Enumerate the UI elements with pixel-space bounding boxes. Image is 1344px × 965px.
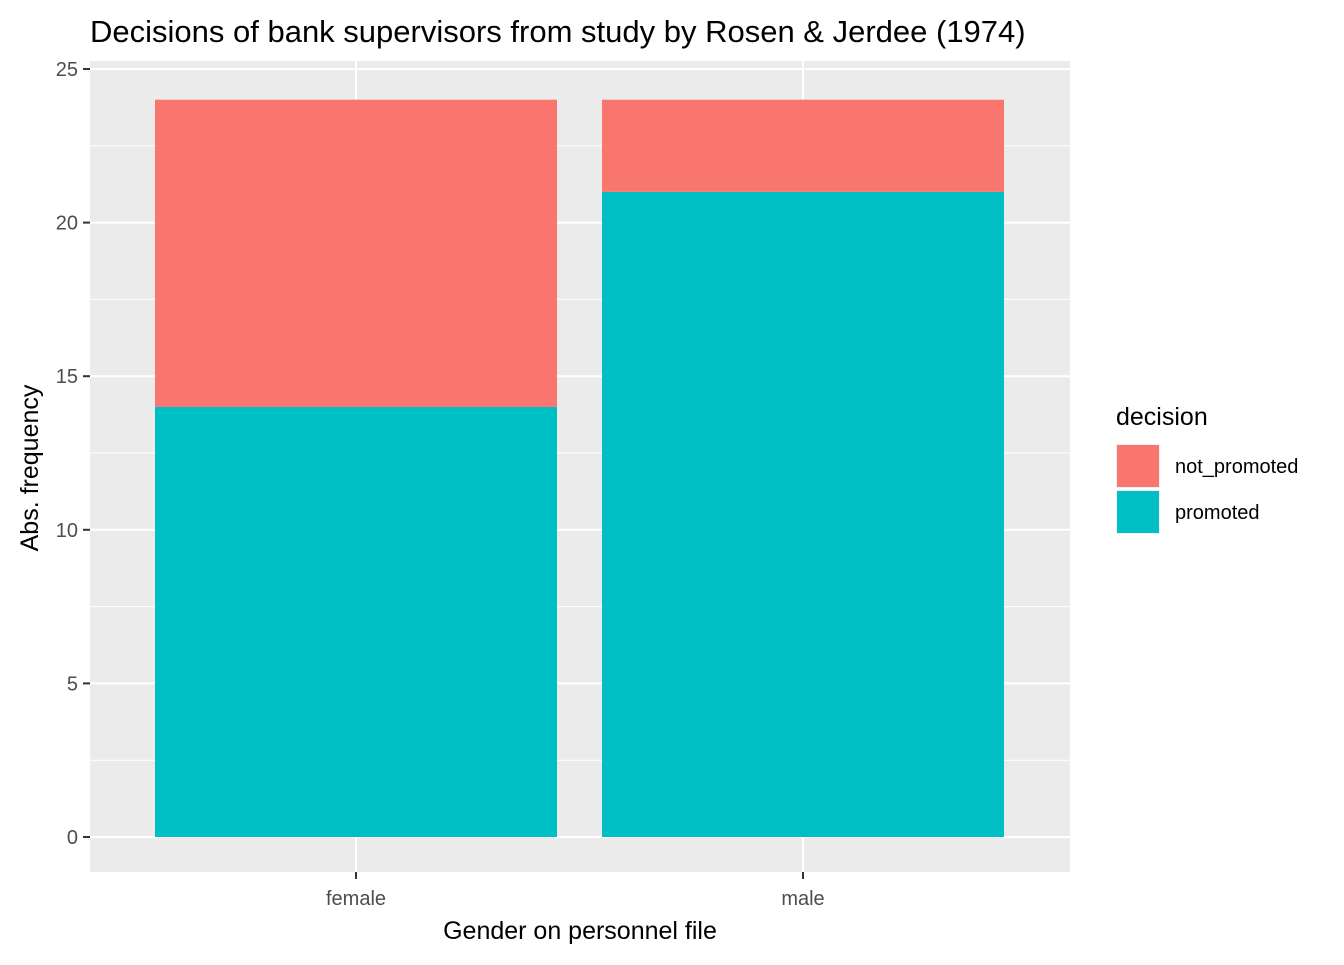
y-tick-label: 25 [56, 59, 78, 81]
bars [155, 99, 1004, 837]
y-axis: 0 5 10 15 20 25 [56, 59, 90, 849]
bar-female-not_promoted [155, 99, 557, 407]
y-tick-label: 20 [56, 213, 78, 235]
bar-male-not_promoted [602, 99, 1004, 192]
x-tick-label: female [326, 888, 386, 910]
bar-male-promoted [602, 191, 1004, 837]
y-tick-label: 15 [56, 366, 78, 388]
chart-title: Decisions of bank supervisors from study… [90, 14, 1026, 49]
x-axis: female male [326, 872, 825, 910]
legend-label-promoted: promoted [1175, 502, 1260, 524]
y-tick-label: 0 [67, 827, 78, 849]
y-tick-label: 10 [56, 520, 78, 542]
legend-title: decision [1116, 403, 1208, 431]
legend-key-promoted [1117, 491, 1159, 533]
y-tick-label: 5 [67, 673, 78, 695]
x-axis-title: Gender on personnel file [443, 917, 717, 945]
x-tick-label: male [781, 888, 824, 910]
legend-key-not_promoted [1117, 445, 1159, 487]
bar-female-promoted [155, 406, 557, 837]
legend: decision not_promoted promoted [1116, 403, 1298, 534]
y-axis-title: Abs. frequency [16, 384, 44, 551]
legend-label-not_promoted: not_promoted [1175, 456, 1298, 478]
